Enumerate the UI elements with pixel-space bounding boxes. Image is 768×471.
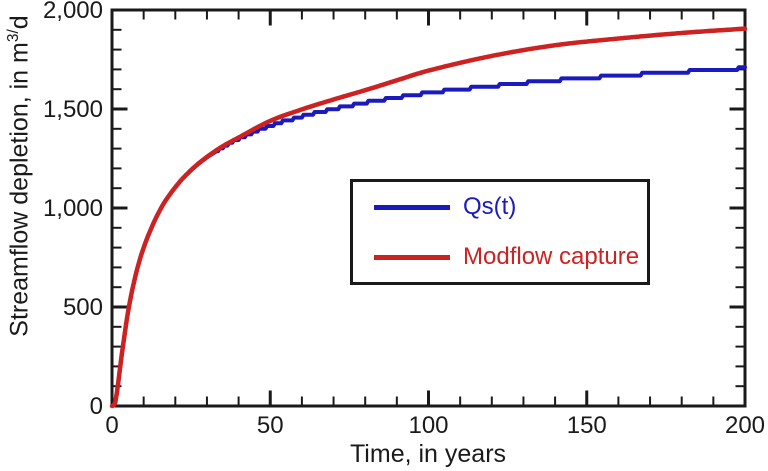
legend-item-qst: Qs(t) xyxy=(353,193,647,221)
y-axis-title-superscript: 3/ xyxy=(5,29,23,43)
x-tick-label: 0 xyxy=(105,412,118,439)
x-tick-label: 200 xyxy=(725,412,765,439)
y-tick-label: 1,500 xyxy=(43,96,103,123)
y-tick-label: 1,000 xyxy=(43,195,103,222)
y-tick-label: 0 xyxy=(90,393,103,420)
x-axis-title: Time, in years xyxy=(349,440,507,468)
legend-label-modflow: Modflow capture xyxy=(463,243,640,270)
legend: Qs(t) Modflow capture xyxy=(350,179,650,285)
x-tick-label: 150 xyxy=(567,412,607,439)
plot-border xyxy=(110,8,747,408)
modflow-line-swatch xyxy=(374,254,450,260)
qst-line-swatch xyxy=(374,204,450,210)
x-tick-label: 100 xyxy=(408,412,448,439)
y-axis-title: Streamflow depletion, in m3/d xyxy=(5,15,35,337)
legend-label-qst: Qs(t) xyxy=(463,193,517,220)
series-line-modflow-capture xyxy=(109,26,748,409)
x-tick-label: 50 xyxy=(257,412,284,439)
y-tick-label: 2,000 xyxy=(43,0,103,24)
legend-item-modflow: Modflow capture xyxy=(353,243,647,271)
y-tick-label: 500 xyxy=(63,294,103,321)
y-axis-title-unit: d xyxy=(5,15,34,30)
y-axis-title-text: Streamflow depletion, in m xyxy=(5,42,34,337)
